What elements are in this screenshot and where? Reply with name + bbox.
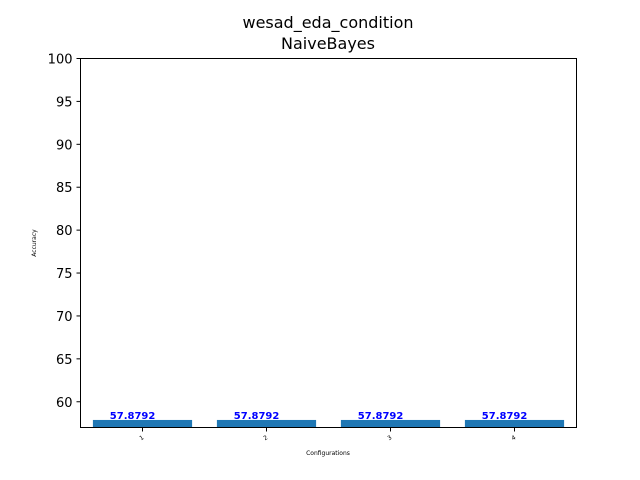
y-tick-label: 80 — [56, 224, 73, 239]
y-tick-label: 85 — [56, 181, 73, 196]
chart-title: wesad_eda_condition — [242, 13, 413, 33]
x-tick-label: 2 — [262, 434, 269, 442]
plot-frame — [80, 58, 577, 428]
x-tick-label: 4 — [510, 434, 517, 442]
y-tick-label: 70 — [56, 310, 73, 325]
x-tick-label: 3 — [386, 434, 393, 442]
y-tick-label: 75 — [56, 267, 73, 282]
y-tick-label: 95 — [56, 95, 73, 110]
y-tick-label: 100 — [48, 53, 73, 68]
y-tick-label: 90 — [56, 138, 73, 153]
bar — [340, 419, 441, 428]
bar-value-label: 57.8792 — [234, 411, 280, 422]
x-axis-label: Configurations — [306, 450, 350, 457]
y-tick-label: 60 — [56, 396, 73, 411]
bar-value-label: 57.8792 — [482, 411, 528, 422]
x-tick-label: 1 — [138, 434, 145, 442]
bar-value-label: 57.8792 — [358, 411, 404, 422]
bar — [92, 419, 193, 428]
y-axis: 60 65 70 75 80 85 90 95 100 — [48, 53, 81, 411]
y-tick-label: 65 — [56, 353, 73, 368]
bar-value-label: 57.8792 — [110, 411, 156, 422]
x-axis: 1 2 3 4 — [138, 427, 517, 442]
chart-subtitle: NaiveBayes — [281, 34, 375, 53]
bars-group: 57.8792 57.8792 57.8792 57.8792 — [92, 411, 565, 428]
bar — [464, 419, 565, 428]
y-axis-label: Accuracy — [31, 229, 38, 257]
bar — [216, 419, 317, 428]
